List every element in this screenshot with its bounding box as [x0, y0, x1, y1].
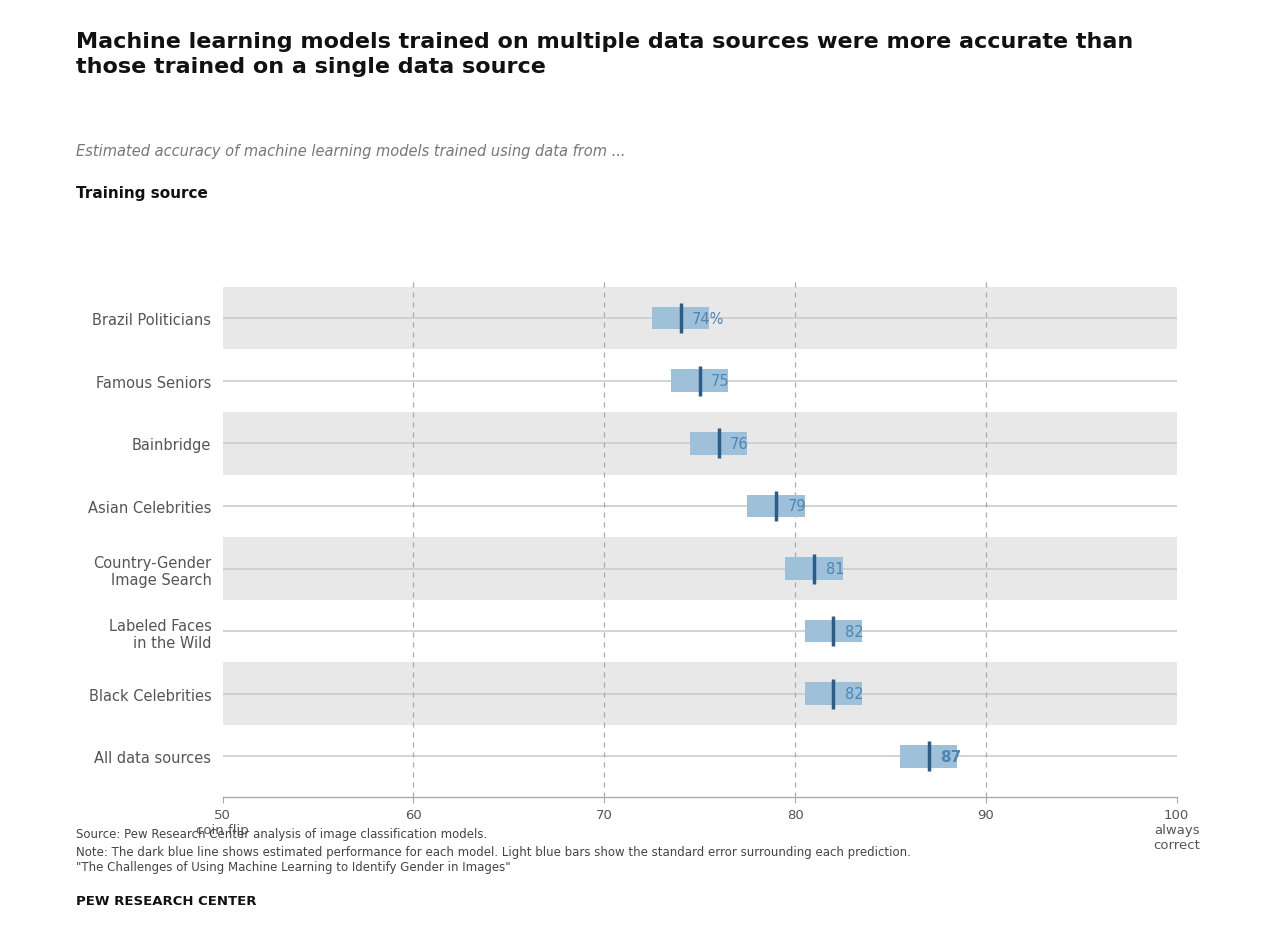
Text: Note: The dark blue line shows estimated performance for each model. Light blue : Note: The dark blue line shows estimated…	[76, 845, 911, 873]
Bar	[223, 413, 1177, 476]
Bar	[901, 745, 958, 768]
Bar	[223, 287, 1177, 350]
Bar	[786, 558, 843, 580]
Bar	[672, 370, 728, 392]
Text: Training source: Training source	[76, 185, 209, 200]
Text: 81: 81	[826, 562, 845, 577]
Text: 79: 79	[787, 499, 806, 514]
Text: 87: 87	[940, 749, 962, 764]
Bar	[223, 538, 1177, 600]
Bar	[223, 663, 1177, 725]
Bar	[653, 308, 710, 330]
Text: Source: Pew Research Center analysis of image classification models.: Source: Pew Research Center analysis of …	[76, 827, 487, 840]
Bar	[804, 620, 862, 642]
Text: PEW RESEARCH CENTER: PEW RESEARCH CENTER	[76, 894, 257, 907]
Bar	[748, 495, 804, 517]
Text: 82: 82	[845, 624, 864, 639]
Text: Machine learning models trained on multiple data sources were more accurate than: Machine learning models trained on multi…	[76, 32, 1133, 77]
Text: 82: 82	[845, 687, 864, 702]
Text: 75: 75	[711, 374, 730, 388]
Text: 74%: 74%	[692, 311, 724, 326]
Text: 76: 76	[730, 437, 749, 451]
Text: Estimated accuracy of machine learning models trained using data from ...: Estimated accuracy of machine learning m…	[76, 144, 626, 159]
Bar	[804, 683, 862, 705]
Bar	[689, 433, 748, 455]
